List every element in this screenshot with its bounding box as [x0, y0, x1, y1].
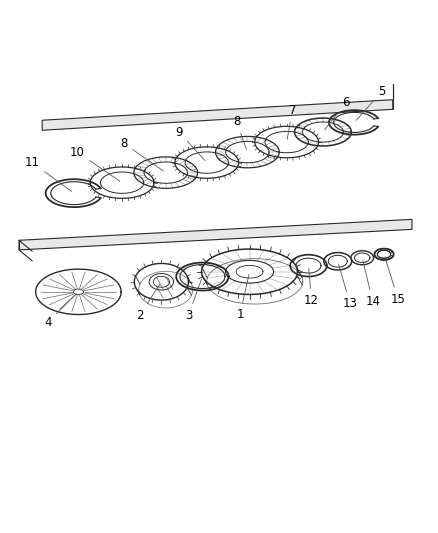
Polygon shape [19, 220, 412, 250]
Text: 9: 9 [175, 126, 205, 160]
Text: 10: 10 [70, 146, 120, 181]
Text: 7: 7 [287, 104, 296, 139]
Text: 6: 6 [325, 96, 350, 130]
Text: 8: 8 [120, 137, 163, 171]
Text: 14: 14 [363, 261, 380, 308]
Text: 2: 2 [136, 284, 160, 322]
Text: 12: 12 [304, 269, 319, 307]
Text: 1: 1 [236, 274, 249, 321]
Text: 13: 13 [339, 264, 357, 310]
Text: 15: 15 [385, 257, 406, 306]
Text: 8: 8 [233, 115, 247, 149]
Polygon shape [42, 100, 393, 130]
Text: 11: 11 [25, 156, 72, 191]
Text: 3: 3 [185, 279, 201, 322]
Text: 4: 4 [44, 294, 77, 329]
Text: 5: 5 [356, 85, 385, 120]
